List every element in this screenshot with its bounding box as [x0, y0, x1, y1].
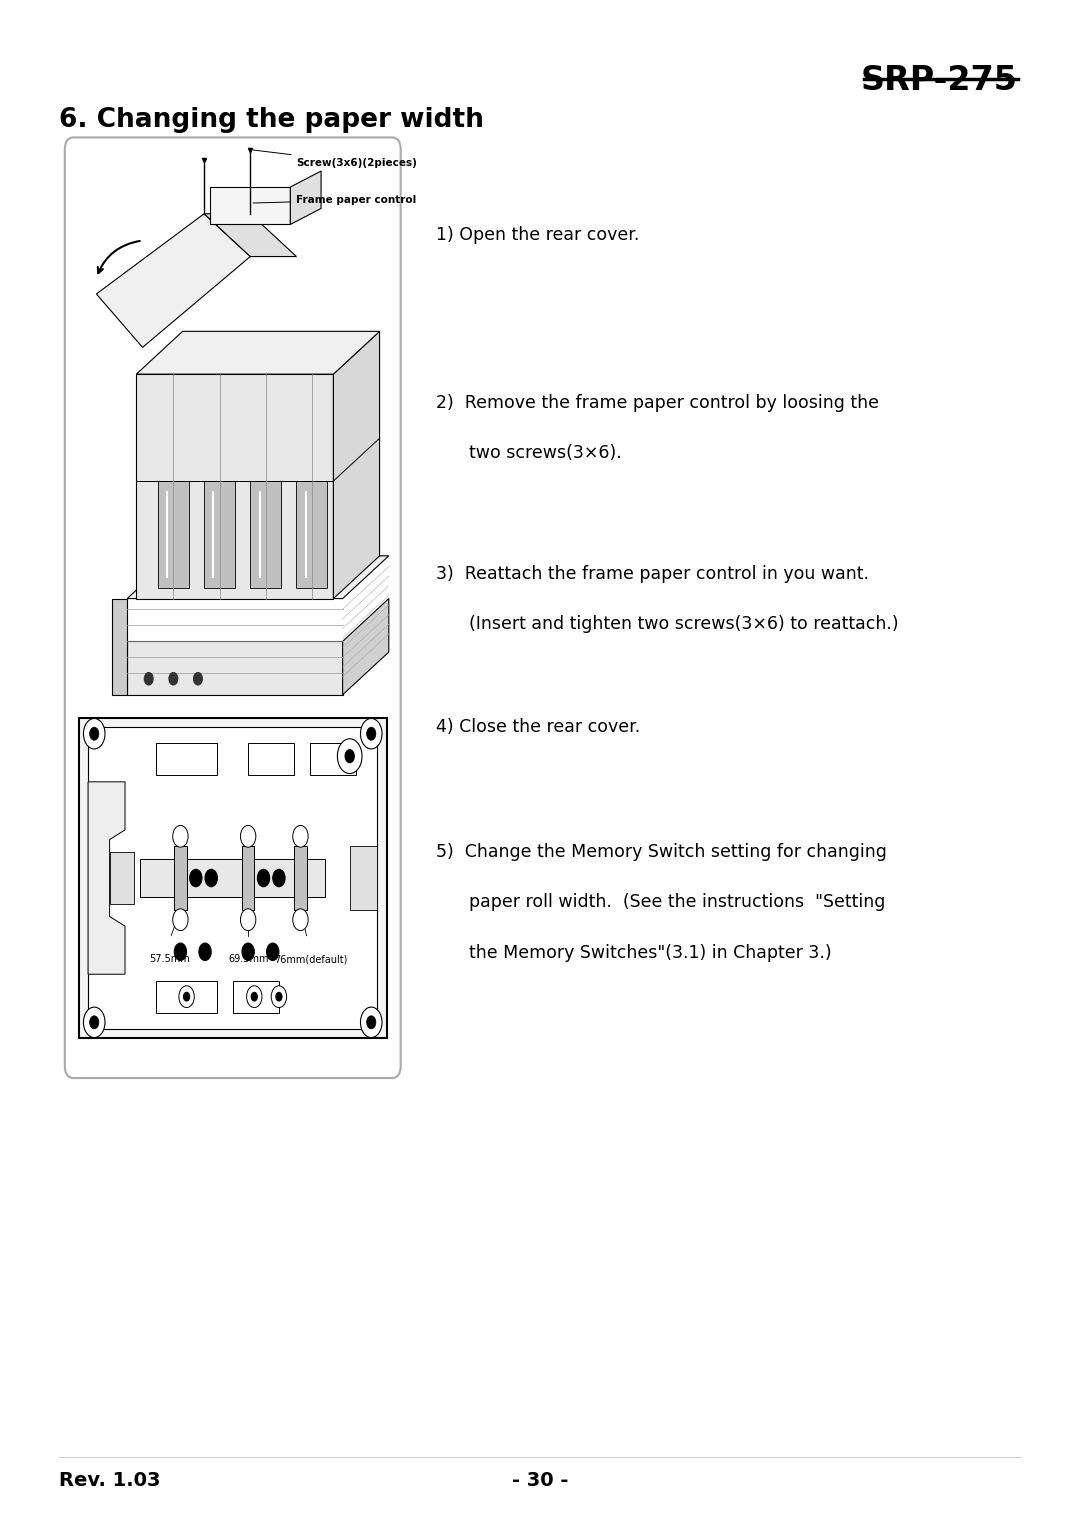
Text: 69.5mm: 69.5mm — [228, 954, 268, 965]
Circle shape — [190, 869, 202, 887]
Polygon shape — [174, 846, 187, 910]
FancyBboxPatch shape — [65, 137, 401, 1078]
Circle shape — [271, 986, 286, 1008]
Circle shape — [242, 944, 254, 960]
Polygon shape — [127, 556, 389, 599]
Text: the Memory Switches"(3.1) in Chapter 3.): the Memory Switches"(3.1) in Chapter 3.) — [469, 944, 832, 962]
Text: Screw(3x6)(2pieces): Screw(3x6)(2pieces) — [253, 150, 417, 168]
Polygon shape — [89, 782, 125, 974]
Polygon shape — [342, 599, 389, 695]
Circle shape — [90, 727, 99, 741]
Polygon shape — [204, 214, 296, 257]
Text: Frame paper control: Frame paper control — [253, 195, 417, 205]
Text: 57.5mm: 57.5mm — [149, 954, 190, 965]
Circle shape — [173, 909, 188, 930]
Polygon shape — [158, 481, 189, 588]
Text: Rev. 1.03: Rev. 1.03 — [59, 1471, 161, 1489]
Polygon shape — [294, 846, 307, 910]
Circle shape — [241, 826, 256, 847]
Circle shape — [83, 1008, 105, 1037]
Circle shape — [275, 993, 282, 1002]
Circle shape — [346, 750, 354, 762]
Circle shape — [184, 993, 190, 1002]
Polygon shape — [334, 331, 379, 599]
Circle shape — [241, 909, 256, 930]
Text: (Insert and tighten two screws(3×6) to reattach.): (Insert and tighten two screws(3×6) to r… — [469, 615, 899, 634]
Text: 76mm(default): 76mm(default) — [274, 954, 348, 965]
Polygon shape — [156, 744, 217, 776]
Circle shape — [361, 719, 382, 748]
Text: paper roll width.  (See the instructions  "Setting: paper roll width. (See the instructions … — [469, 893, 886, 912]
Polygon shape — [248, 744, 294, 776]
Polygon shape — [204, 481, 235, 588]
Circle shape — [366, 727, 376, 741]
Polygon shape — [242, 846, 254, 910]
Text: 3)  Reattach the frame paper control in you want.: 3) Reattach the frame paper control in y… — [436, 565, 869, 583]
Polygon shape — [291, 171, 321, 224]
Circle shape — [83, 719, 105, 748]
Circle shape — [179, 986, 194, 1008]
Circle shape — [173, 826, 188, 847]
Circle shape — [145, 672, 153, 684]
Polygon shape — [310, 744, 356, 776]
Circle shape — [337, 739, 362, 774]
Circle shape — [246, 986, 262, 1008]
Circle shape — [361, 1008, 382, 1037]
Circle shape — [366, 1015, 376, 1029]
Polygon shape — [296, 481, 327, 588]
Text: 1) Open the rear cover.: 1) Open the rear cover. — [436, 226, 639, 244]
Text: - 30 -: - 30 - — [512, 1471, 568, 1489]
Circle shape — [168, 672, 177, 684]
Text: 4) Close the rear cover.: 4) Close the rear cover. — [436, 718, 640, 736]
Polygon shape — [140, 858, 325, 898]
Polygon shape — [233, 980, 279, 1012]
Polygon shape — [350, 846, 377, 910]
Text: 6. Changing the paper width: 6. Changing the paper width — [59, 107, 484, 133]
Circle shape — [90, 1015, 99, 1029]
Polygon shape — [156, 980, 217, 1012]
Polygon shape — [136, 374, 334, 599]
Circle shape — [273, 869, 285, 887]
Circle shape — [174, 944, 187, 960]
Polygon shape — [127, 641, 342, 695]
Polygon shape — [96, 214, 251, 348]
Circle shape — [293, 909, 308, 930]
Text: SRP-275: SRP-275 — [861, 64, 1017, 98]
Text: 2)  Remove the frame paper control by loosing the: 2) Remove the frame paper control by loo… — [436, 394, 879, 412]
Polygon shape — [79, 718, 387, 1038]
Circle shape — [199, 944, 212, 960]
Circle shape — [293, 826, 308, 847]
Polygon shape — [110, 852, 134, 904]
Circle shape — [252, 993, 257, 1002]
Text: two screws(3×6).: two screws(3×6). — [469, 444, 621, 463]
Polygon shape — [136, 331, 379, 374]
Circle shape — [267, 944, 279, 960]
Polygon shape — [211, 188, 291, 224]
Polygon shape — [251, 481, 281, 588]
Polygon shape — [112, 599, 127, 695]
Polygon shape — [89, 727, 377, 1029]
Circle shape — [257, 869, 270, 887]
Circle shape — [193, 672, 202, 684]
Text: 5)  Change the Memory Switch setting for changing: 5) Change the Memory Switch setting for … — [436, 843, 887, 861]
Circle shape — [205, 869, 217, 887]
